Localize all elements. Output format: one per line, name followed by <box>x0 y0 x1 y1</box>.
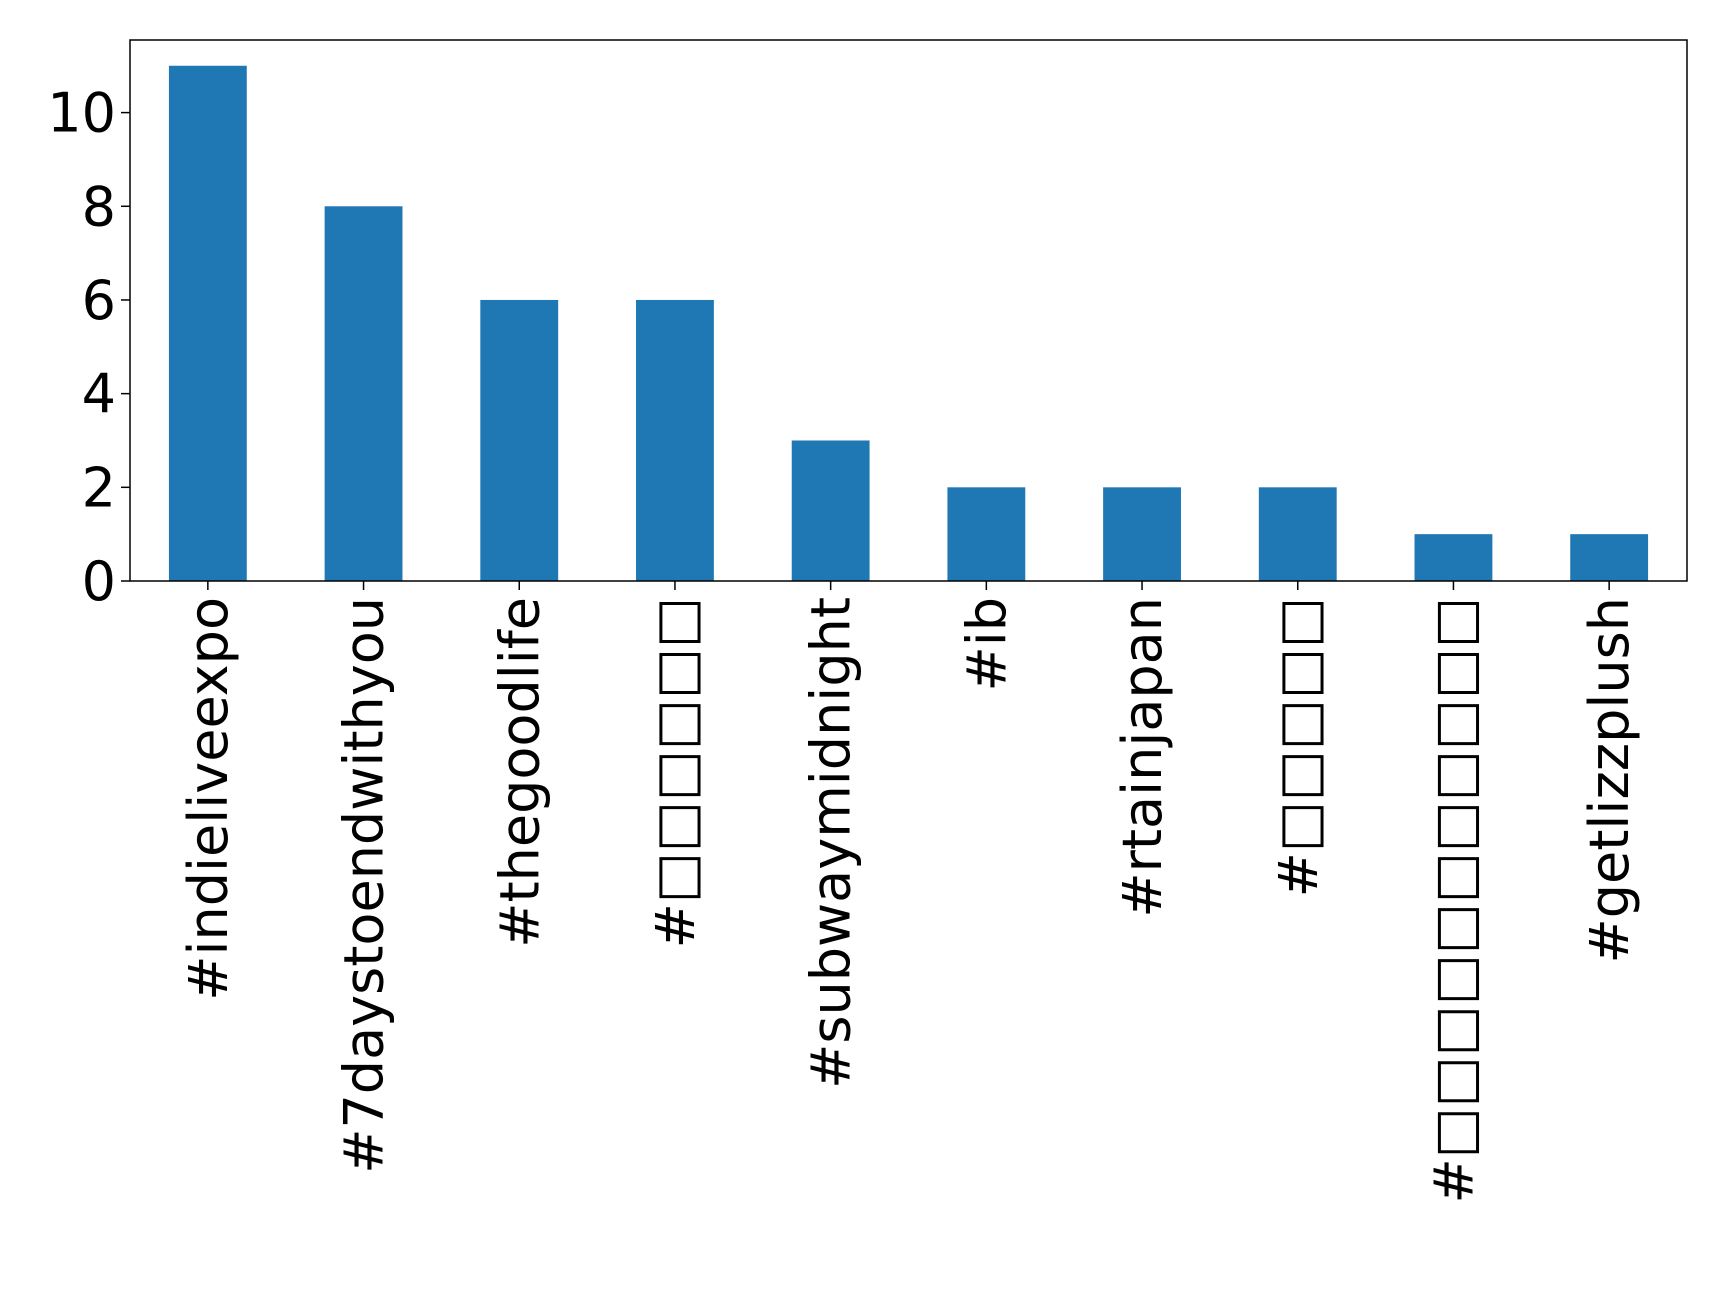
y-tick-label: 4 <box>82 363 116 426</box>
x-tick-label: #thegoodlife <box>488 597 551 948</box>
y-tick-label: 6 <box>82 269 116 332</box>
y-tick-label: 0 <box>82 550 116 613</box>
x-tick-label: #□□□□□ <box>1267 597 1330 897</box>
x-tick-label: #subwaymidnight <box>800 597 863 1089</box>
y-tick-label: 10 <box>47 82 116 145</box>
bar <box>1258 487 1337 581</box>
bar <box>636 299 714 581</box>
x-tick-label: #ib <box>955 597 1018 692</box>
x-tick-label: #□□□□□□□□□□□ <box>1422 597 1485 1203</box>
bar <box>324 206 403 582</box>
bar <box>480 299 559 581</box>
x-tick-label: #indieliveexpo <box>177 597 240 1001</box>
plot-frame <box>129 39 1688 582</box>
bar <box>1103 487 1181 581</box>
y-tick-label: 8 <box>82 175 116 238</box>
bar <box>168 65 247 581</box>
y-tick-label: 2 <box>82 456 116 519</box>
bar <box>947 487 1026 581</box>
bar <box>791 440 870 581</box>
x-tick-label: #□□□□□□ <box>644 597 707 948</box>
x-tick-label: #rtainjapan <box>1111 597 1174 918</box>
bar <box>1570 534 1649 581</box>
x-tick-label: #getlizzplush <box>1578 597 1641 963</box>
bar <box>1414 534 1493 581</box>
x-tick-label: #7daystoendwithyou <box>333 597 396 1174</box>
